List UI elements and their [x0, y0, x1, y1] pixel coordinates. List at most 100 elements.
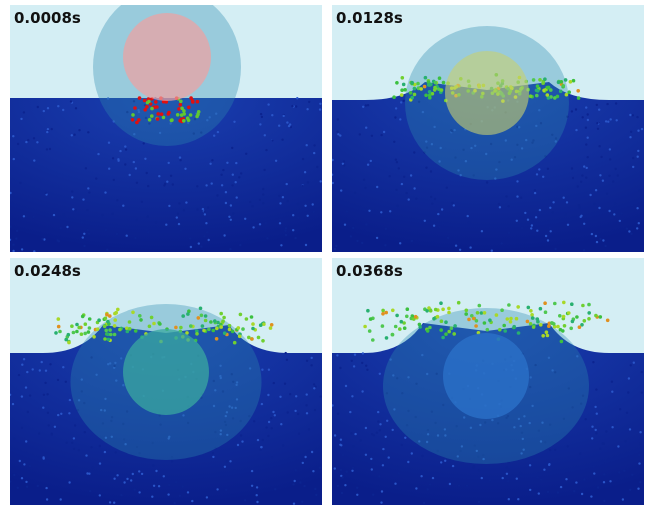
particle: [204, 213, 206, 215]
particle: [116, 233, 118, 235]
particle: [226, 460, 228, 462]
particle: [618, 471, 620, 473]
particle: [285, 352, 287, 354]
particle: [542, 89, 546, 93]
particle: [46, 393, 48, 395]
particle: [87, 229, 89, 231]
particle: [583, 223, 585, 225]
particle: [315, 494, 317, 496]
particle: [84, 431, 86, 433]
particle: [626, 412, 628, 414]
particle: [562, 84, 566, 88]
particle: [256, 494, 258, 496]
particle: [239, 313, 243, 317]
particle: [434, 308, 438, 312]
particle: [441, 308, 445, 312]
particle: [238, 335, 242, 339]
panel: 0.0248s: [9, 258, 322, 505]
particle: [400, 320, 404, 324]
particle: [517, 331, 521, 335]
particle: [403, 100, 405, 102]
particle: [155, 221, 157, 223]
particle: [289, 393, 291, 395]
particle: [175, 481, 177, 483]
particle: [605, 120, 607, 122]
particle: [361, 242, 363, 244]
particle: [295, 469, 297, 471]
particle: [85, 454, 87, 456]
particle: [394, 116, 396, 118]
particle: [607, 121, 609, 123]
particle: [158, 175, 160, 177]
particle: [585, 127, 587, 129]
particle: [261, 403, 263, 405]
particle: [579, 207, 581, 209]
particle: [57, 414, 59, 416]
particle: [106, 320, 110, 324]
particle: [593, 472, 595, 474]
particle: [83, 245, 85, 247]
particle: [43, 110, 45, 112]
particle: [45, 487, 47, 489]
particle: [569, 327, 573, 331]
particle: [147, 185, 149, 187]
particle: [211, 182, 213, 184]
particle: [298, 433, 300, 435]
particle: [133, 489, 135, 491]
particle: [392, 95, 396, 99]
particle: [25, 215, 27, 217]
particle: [567, 445, 569, 447]
particle: [423, 502, 425, 504]
particle: [340, 444, 342, 446]
particle: [429, 483, 431, 485]
particle: [344, 484, 346, 486]
particle: [340, 189, 342, 191]
particle: [367, 104, 369, 106]
particle: [536, 89, 540, 93]
particle: [178, 202, 180, 204]
particle: [222, 169, 224, 171]
particle: [336, 131, 338, 133]
particle: [216, 488, 218, 490]
particle: [517, 498, 519, 500]
particle: [302, 158, 304, 160]
particle: [532, 325, 536, 329]
particle: [69, 399, 71, 401]
particle: [238, 176, 240, 178]
particle: [343, 164, 345, 166]
particle: [274, 488, 276, 490]
particle: [49, 148, 51, 150]
particle: [99, 462, 101, 464]
particle: [289, 457, 291, 459]
particle: [433, 86, 437, 90]
particle: [147, 100, 151, 104]
particle: [71, 134, 73, 136]
particle: [629, 114, 631, 116]
particle: [101, 214, 103, 216]
particle: [21, 427, 23, 429]
particle: [38, 432, 40, 434]
particle: [195, 332, 199, 336]
particle: [187, 491, 189, 493]
particle: [96, 327, 100, 331]
particle: [331, 404, 333, 406]
particle: [265, 426, 267, 428]
particle: [312, 470, 314, 472]
particle: [185, 201, 187, 203]
particle: [467, 215, 469, 217]
particle: [184, 168, 186, 170]
particle: [592, 466, 594, 468]
particle: [354, 192, 356, 194]
particle: [15, 237, 17, 239]
particle: [442, 81, 446, 85]
particle: [367, 164, 369, 166]
particle: [274, 414, 276, 416]
particle: [17, 143, 19, 145]
particle: [529, 489, 531, 491]
particle: [313, 152, 315, 154]
particle: [128, 320, 132, 324]
particle: [286, 183, 288, 185]
particle: [415, 198, 417, 200]
sphere: [443, 333, 529, 419]
particle: [391, 309, 395, 313]
